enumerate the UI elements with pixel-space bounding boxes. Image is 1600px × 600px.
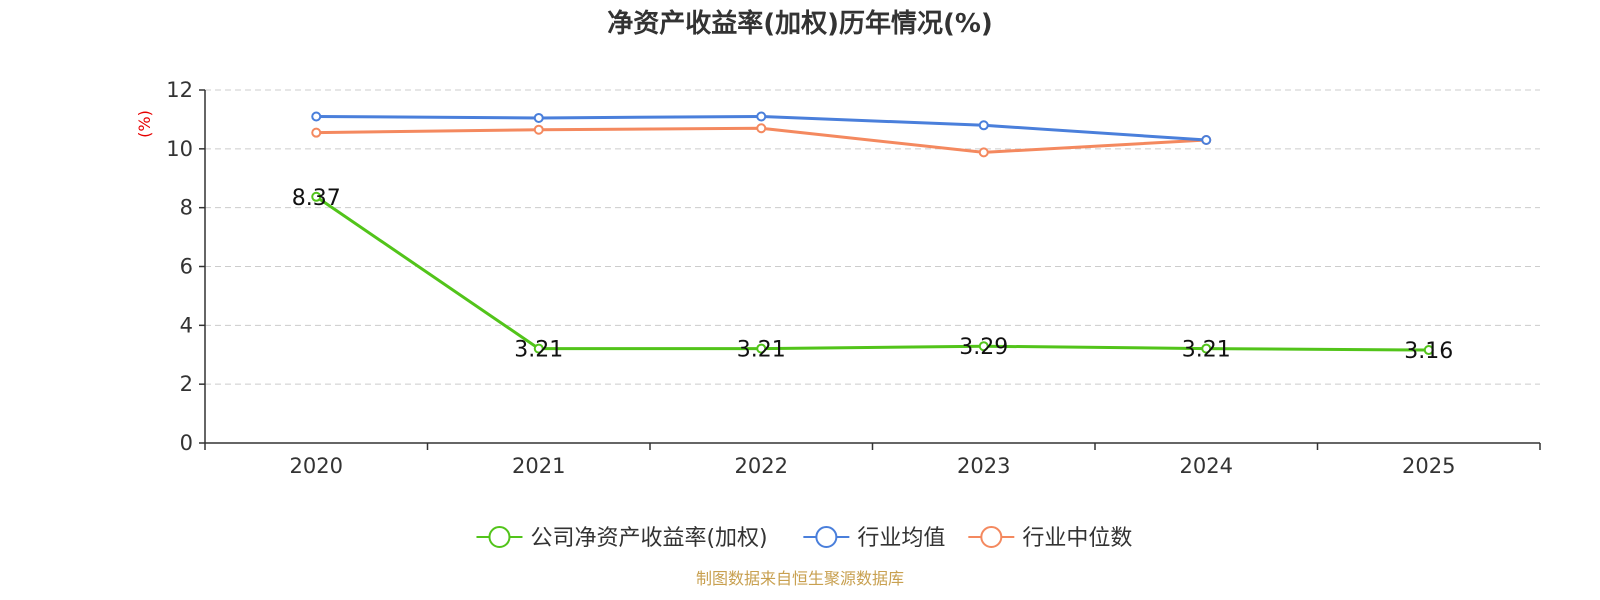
legend-label: 公司净资产收益率(加权) — [530, 526, 767, 551]
data-point — [311, 127, 322, 138]
x-tick-label: 2022 — [735, 454, 788, 478]
x-tick-label: 2025 — [1402, 454, 1455, 478]
data-label: 8.37 — [292, 186, 341, 211]
y-tick-label: 2 — [180, 372, 193, 396]
legend-circle-icon — [488, 526, 511, 548]
data-point — [756, 343, 767, 354]
series-line — [315, 195, 1429, 352]
y-tick-label: 8 — [180, 196, 193, 220]
data-label: 3.21 — [737, 338, 786, 363]
gridlines — [205, 89, 1540, 385]
data-point — [311, 111, 322, 122]
y-tick-label: 6 — [180, 255, 193, 279]
data-label: 3.21 — [1182, 338, 1231, 363]
data-point — [533, 112, 544, 123]
source-note: 制图数据来自恒生聚源数据库 — [696, 569, 904, 588]
legend: 公司净资产收益率(加权) 行业均值 行业中位数 — [476, 526, 1132, 551]
data-point — [533, 343, 544, 354]
legend-item-1: 行业均值 — [803, 526, 945, 551]
legend-item-2: 行业中位数 — [968, 526, 1132, 551]
data-label: 3.16 — [1404, 339, 1453, 364]
axes: 0 2 4 6 8 10 12 2020 2021 2022 2023 2024 2025 — [166, 78, 1541, 478]
y-tick-label: 4 — [180, 313, 193, 337]
legend-label: 行业中位数 — [1022, 526, 1132, 551]
data-point — [533, 124, 544, 135]
legend-label: 行业均值 — [857, 526, 945, 551]
series-layer — [311, 111, 1434, 356]
data-point — [311, 191, 322, 202]
x-tick-label: 2020 — [290, 454, 343, 478]
x-tick-label: 2023 — [957, 454, 1010, 478]
x-tick-label: 2021 — [512, 454, 565, 478]
data-point — [978, 120, 989, 131]
legend-circle-icon — [980, 526, 1003, 548]
legend-circle-icon — [815, 526, 838, 548]
x-tick-label: 2024 — [1180, 454, 1233, 478]
data-point — [756, 123, 767, 134]
series-0 — [311, 191, 1434, 356]
series-1 — [311, 111, 1212, 146]
data-point — [1201, 135, 1212, 146]
y-tick-label: 12 — [166, 78, 193, 102]
chart-title: 净资产收益率(加权)历年情况(%) — [607, 8, 993, 39]
y-tick-label: 10 — [166, 137, 193, 161]
data-labels: 8.37 3.21 3.21 3.29 3.21 3.16 — [292, 186, 1453, 364]
data-point — [1201, 343, 1212, 354]
data-point — [978, 341, 989, 352]
data-point — [1423, 345, 1434, 356]
series-2 — [311, 123, 1212, 158]
y-tick-label: 0 — [180, 431, 193, 455]
data-point — [756, 111, 767, 122]
y-axis-label: (%) — [135, 110, 154, 138]
data-label: 3.21 — [514, 338, 563, 363]
legend-item-0: 公司净资产收益率(加权) — [476, 526, 768, 551]
data-label: 3.29 — [959, 335, 1008, 360]
data-point — [978, 147, 989, 158]
